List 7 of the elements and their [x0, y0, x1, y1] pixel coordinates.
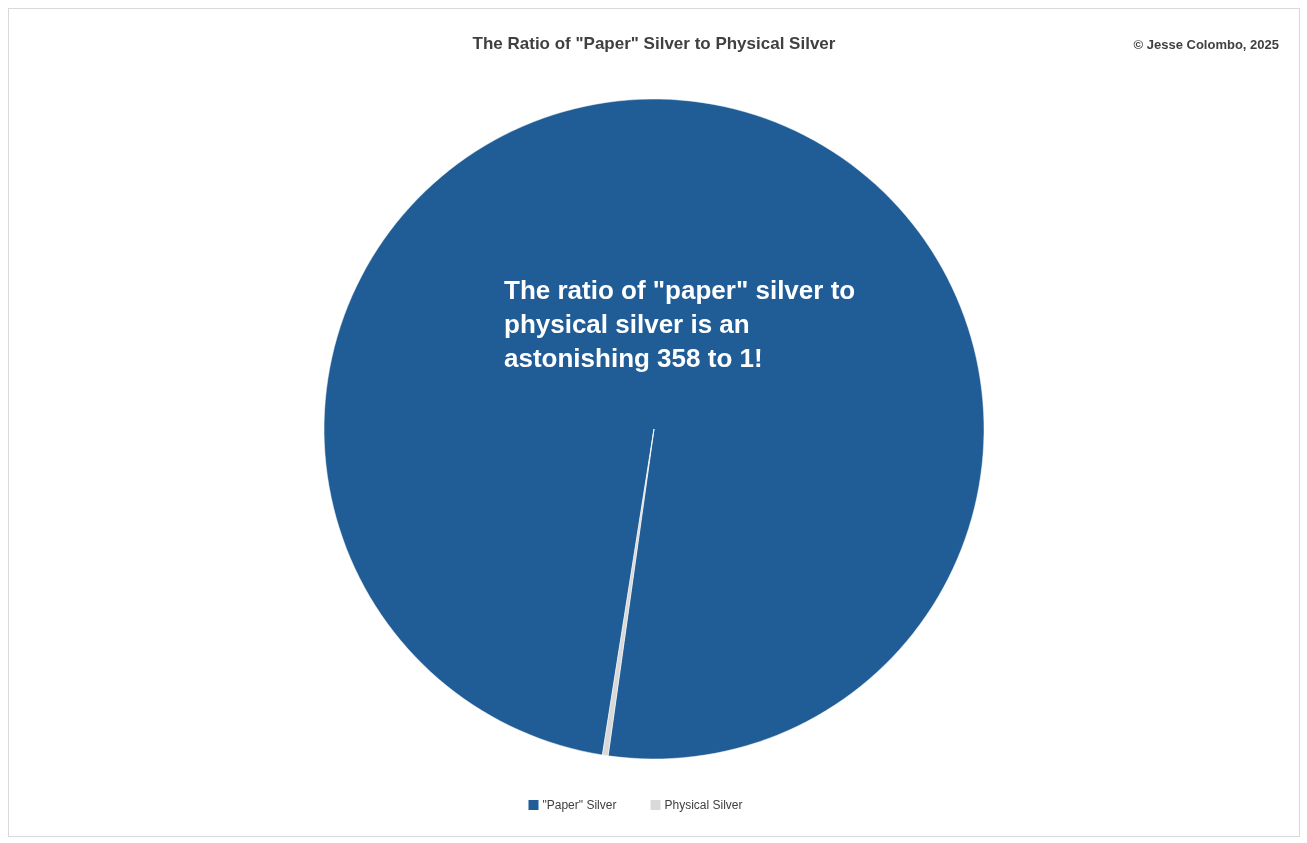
chart-title: The Ratio of "Paper" Silver to Physical Silver [472, 34, 836, 53]
legend-label: Physical Silver [664, 798, 743, 812]
text: © Jesse Colombo, 2025 [1133, 37, 1279, 52]
legend-label: "Paper" Silver [542, 798, 617, 812]
pie-slice [323, 99, 984, 760]
text: The ratio of "paper" silver to physical silver is an astonishing 358 to 1! [504, 275, 856, 373]
pie-slice [602, 428, 655, 757]
